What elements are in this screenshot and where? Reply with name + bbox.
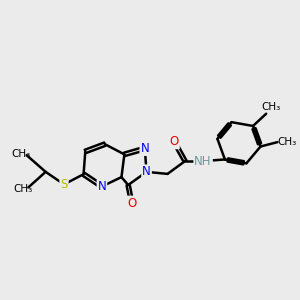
Text: O: O xyxy=(127,196,136,210)
Text: O: O xyxy=(169,135,179,148)
Text: CH₃: CH₃ xyxy=(11,149,31,159)
Text: CH₃: CH₃ xyxy=(277,137,296,147)
Text: N: N xyxy=(142,165,151,178)
Text: N: N xyxy=(140,142,149,155)
Text: CH₃: CH₃ xyxy=(261,102,280,112)
Text: NH: NH xyxy=(194,154,212,168)
Text: CH₃: CH₃ xyxy=(14,184,33,194)
Text: N: N xyxy=(98,180,106,193)
Text: S: S xyxy=(60,178,68,191)
